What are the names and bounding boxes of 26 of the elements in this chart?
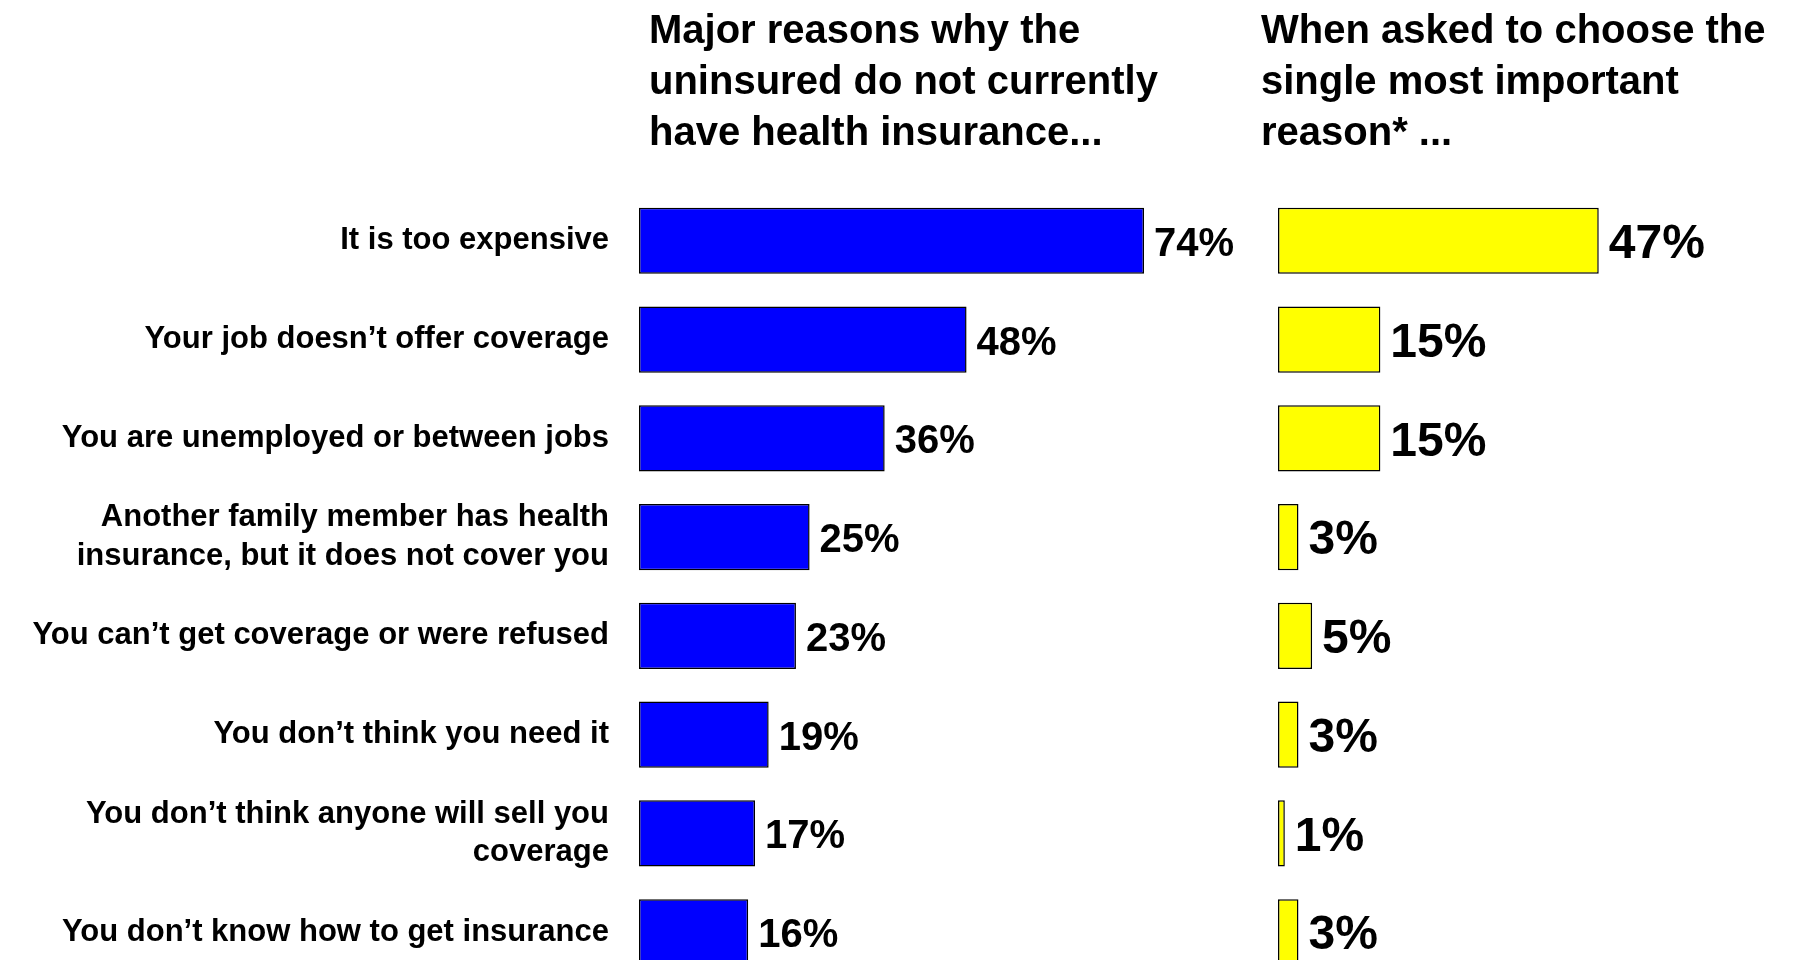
data-label: 48% xyxy=(976,318,1057,363)
data-label: 25% xyxy=(819,516,900,561)
data-label: 3% xyxy=(1308,708,1378,762)
data-label: 3% xyxy=(1308,511,1378,565)
data-label: 1% xyxy=(1294,807,1365,861)
data-label: 5% xyxy=(1322,610,1392,664)
data-label: 23% xyxy=(805,614,887,659)
data-label: 17% xyxy=(765,812,846,857)
y-tick-label: You can’t get coverage or were refused xyxy=(32,616,609,652)
y-tick-label: You are unemployed or between jobs xyxy=(61,418,609,454)
data-label: 36% xyxy=(894,417,975,462)
data-label: 74% xyxy=(1154,219,1235,264)
chart-title: When asked to choose the single most important reason* ... xyxy=(1261,6,1767,155)
data-label: 3% xyxy=(1308,906,1378,960)
y-tick-label: Your job doesn’t offer coverage xyxy=(144,320,609,356)
data-label: 47% xyxy=(1608,215,1705,268)
y-tick-label: It is too expensive xyxy=(340,221,609,257)
y-tick-label: You don’t think you need it xyxy=(213,715,609,751)
data-label: 15% xyxy=(1390,412,1487,466)
data-label: 16% xyxy=(758,911,839,956)
chart-title: Major reasons why the uninsured do not currently have health insurance... xyxy=(649,6,1159,155)
data-label: 15% xyxy=(1390,313,1487,367)
y-tick-label: Another family member has health insurance, but it does not cover you xyxy=(76,498,609,573)
y-tick-label: You don’t know how to get insurance xyxy=(61,912,609,948)
y-tick-label: You don’t think anyone will sell you coverage xyxy=(85,794,609,869)
data-label: 19% xyxy=(778,713,859,758)
